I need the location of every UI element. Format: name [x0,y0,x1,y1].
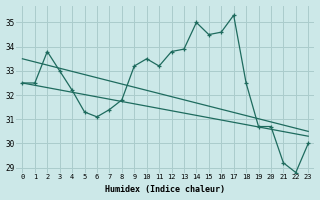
X-axis label: Humidex (Indice chaleur): Humidex (Indice chaleur) [105,185,225,194]
